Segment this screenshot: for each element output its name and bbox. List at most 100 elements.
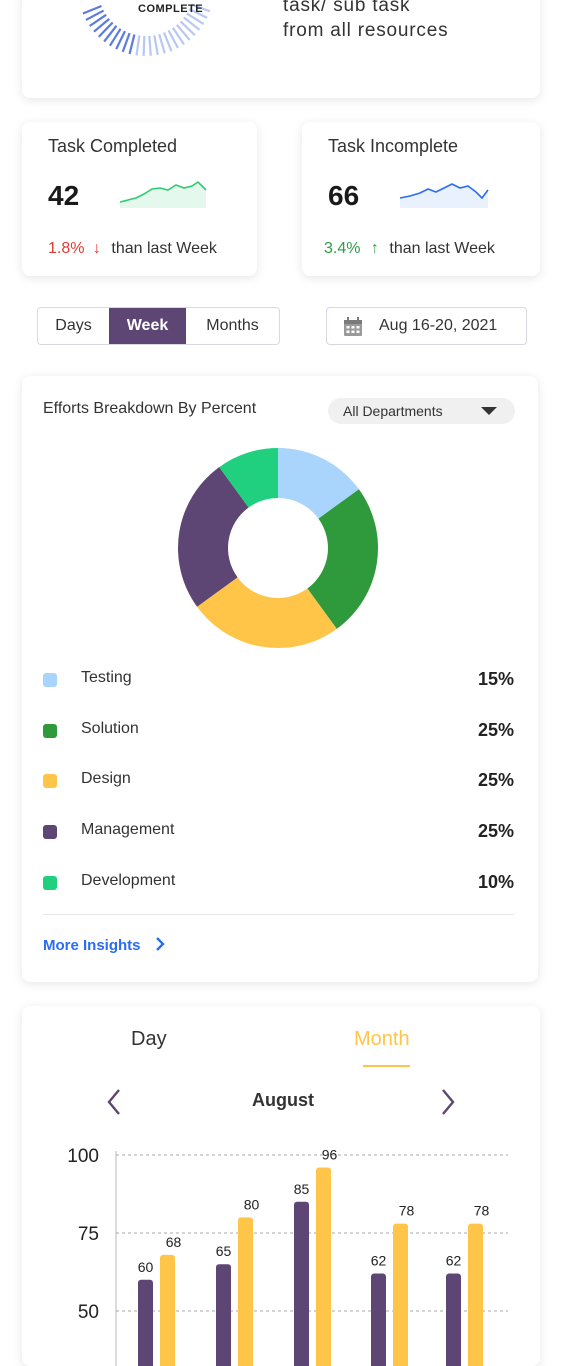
- progress-tick: [109, 28, 122, 47]
- arrow-down-icon: ↓: [92, 240, 101, 257]
- efforts-title: Efforts Breakdown By Percent: [43, 400, 257, 417]
- progress-chart-card: Day Month August 100 75 50 60 68 65 80 85 96 62 78…: [22, 1006, 540, 1366]
- stat-change: 3.4%: [324, 240, 361, 257]
- donut-hole: [229, 499, 327, 597]
- bar-chart: 100 75 50 60 68 65 80 85 96 62 78 62 78: [67, 1146, 508, 1366]
- tab-day[interactable]: Day: [131, 1028, 167, 1050]
- donut-slice-design: [197, 577, 337, 648]
- legend-swatch: [43, 825, 57, 839]
- legend-value: 10%: [477, 872, 514, 892]
- efforts-donut: [178, 448, 378, 648]
- progress-tick: [190, 3, 211, 13]
- donut-slice-testing: [278, 448, 359, 519]
- progress-tick: [153, 35, 159, 56]
- progress-label: COMPLETE: [138, 3, 204, 15]
- sparkline-completed: [119, 180, 207, 208]
- bar-series2-3: [316, 1167, 331, 1366]
- legend-swatch: [43, 876, 57, 890]
- bar-value-label: 78: [474, 1203, 490, 1219]
- efforts-card: Efforts Breakdown By Percent All Departm…: [22, 376, 538, 982]
- range-days-button[interactable]: Days: [55, 317, 92, 334]
- chevron-right-icon[interactable]: [440, 1088, 456, 1116]
- progress-tick: [135, 35, 141, 56]
- progress-tick: [162, 32, 173, 52]
- range-months-button[interactable]: Months: [206, 317, 259, 334]
- progress-tick: [93, 18, 110, 33]
- bar-value-label: 65: [216, 1243, 232, 1259]
- stat-value: 42: [48, 180, 80, 211]
- progress-tick: [142, 35, 146, 56]
- stat-value: 66: [328, 180, 360, 211]
- calendar-icon: [344, 317, 362, 336]
- bar-value-label: 85: [294, 1181, 310, 1197]
- range-selector: Days Week Months: [37, 307, 280, 345]
- legend-item-testing: Testing 15%: [22, 666, 538, 696]
- range-week-button[interactable]: Week: [109, 308, 186, 344]
- legend-value: 25%: [477, 770, 514, 790]
- y-tick-label: 100: [67, 1146, 99, 1167]
- sparkline-incomplete: [399, 183, 489, 208]
- bar-value-label: 60: [138, 1259, 154, 1275]
- legend-item-management: Management 25%: [22, 818, 538, 848]
- progress-tick: [128, 34, 136, 55]
- date-range-picker[interactable]: Aug 16-20, 2021: [326, 307, 527, 345]
- bar-value-label: 96: [322, 1146, 338, 1162]
- stat-trend: 1.8% ↓ than last Week: [48, 240, 217, 258]
- bar-series1-3: [294, 1201, 309, 1366]
- progress-tick: [148, 35, 152, 56]
- progress-desc-line1: task/ sub task: [283, 0, 411, 16]
- progress-tick: [82, 4, 102, 15]
- legend-swatch: [43, 673, 57, 687]
- bar-value-label: 78: [399, 1203, 415, 1219]
- progress-tick: [89, 13, 107, 27]
- progress-tick: [158, 33, 166, 54]
- bar-series1-4: [371, 1273, 386, 1366]
- department-dropdown[interactable]: All Departments: [328, 398, 515, 424]
- more-insights-label: More Insights: [43, 937, 141, 954]
- progress-ring: [82, 3, 211, 56]
- date-range-label: Aug 16-20, 2021: [379, 317, 498, 334]
- chevron-left-icon[interactable]: [106, 1088, 122, 1116]
- bar-value-label: 80: [244, 1196, 260, 1212]
- department-selected: All Departments: [343, 403, 443, 419]
- legend-swatch: [43, 774, 57, 788]
- arrow-up-icon: ↑: [370, 240, 379, 257]
- bar-series2-5: [468, 1223, 483, 1366]
- progress-desc-line2: from all resources: [283, 20, 449, 41]
- caret-down-icon: [481, 407, 497, 415]
- tab-month[interactable]: Month: [354, 1028, 410, 1050]
- stat-suffix: than last Week: [389, 240, 495, 257]
- progress-tick: [188, 8, 208, 19]
- more-insights-link[interactable]: More Insights: [43, 937, 165, 954]
- legend-value: 25%: [477, 720, 514, 740]
- tab-month-underline: [363, 1065, 410, 1067]
- progress-tick: [115, 30, 126, 50]
- legend-value: 15%: [477, 669, 514, 689]
- progress-tick: [186, 12, 205, 25]
- bar-series2-4: [393, 1223, 408, 1366]
- progress-tick: [176, 24, 191, 41]
- progress-tick: [167, 29, 179, 49]
- legend-label: Solution: [81, 720, 139, 737]
- y-tick-label: 50: [78, 1302, 99, 1323]
- chevron-right-icon: [155, 937, 165, 951]
- bar-series1-1: [138, 1279, 153, 1366]
- progress-tick: [97, 21, 114, 38]
- stat-trend: 3.4% ↑ than last Week: [324, 240, 495, 258]
- stat-title: Task Completed: [48, 136, 178, 156]
- stat-title: Task Incomplete: [328, 136, 459, 156]
- legend-item-solution: Solution 25%: [22, 717, 538, 747]
- bar-value-label: 62: [446, 1253, 462, 1269]
- legend-label: Management: [81, 821, 175, 838]
- progress-tick: [103, 25, 118, 43]
- progress-tick: [121, 32, 131, 53]
- progress-tick: [179, 20, 196, 37]
- donut-slice-development: [219, 448, 278, 508]
- task-incomplete-card: Task Incomplete 66 3.4% ↑ than last Week: [302, 122, 540, 276]
- stat-suffix: than last Week: [111, 240, 217, 257]
- stat-change: 1.8%: [48, 240, 85, 257]
- y-tick-label: 75: [78, 1224, 99, 1245]
- legend-value: 25%: [477, 821, 514, 841]
- legend-swatch: [43, 724, 57, 738]
- legend-item-design: Design 25%: [22, 767, 538, 797]
